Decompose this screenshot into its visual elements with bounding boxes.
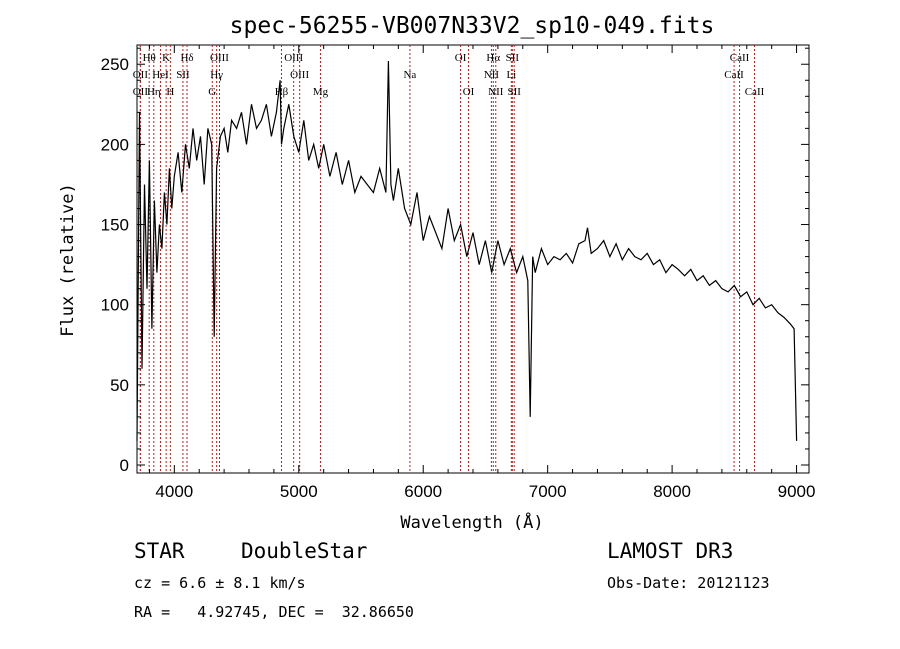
line-label-25: NII: [488, 86, 504, 98]
y-axis-ticks: 0 50 100 150 200 250: [101, 47, 809, 475]
redshift-cz: cz = 6.6 ± 8.1 km/s: [134, 574, 306, 592]
spectrum-line: [136, 60, 798, 441]
line-label-7: SII: [506, 52, 520, 64]
x-axis-ticks: 4000 5000 6000 7000 8000 9000: [148, 45, 816, 501]
line-label-14: Na: [403, 69, 416, 81]
line-label-8: CaII: [730, 52, 750, 64]
x-axis-label: Wavelength (Å): [400, 511, 543, 533]
line-label-5: OI: [455, 52, 467, 64]
line-label-18: OII: [133, 86, 149, 98]
x-tick-label-3: 7000: [529, 482, 567, 501]
line-label-0: Hθ: [143, 52, 156, 64]
y-axis-label: Flux (relative): [58, 183, 78, 337]
x-tick-label-1: 5000: [280, 482, 318, 501]
observation-date: Obs-Date: 20121123: [607, 574, 770, 592]
y-tick-label-5: 250: [101, 55, 129, 74]
line-label-23: Mg: [313, 86, 329, 98]
line-label-6: Hα: [486, 52, 500, 64]
x-tick-label-5: 9000: [778, 482, 816, 501]
y-tick-label-3: 150: [101, 216, 129, 235]
object-class: STAR: [134, 539, 185, 563]
y-tick-label-0: 0: [120, 456, 129, 475]
plot-frame: [136, 44, 810, 474]
line-label-27: CaII: [745, 86, 765, 98]
line-label-2: Hδ: [180, 52, 193, 64]
line-label-1: K: [162, 52, 170, 64]
y-tick-label-2: 100: [101, 296, 129, 315]
line-label-4: OIII: [284, 52, 303, 64]
line-label-20: H: [166, 86, 174, 98]
line-label-17: CaII: [724, 69, 744, 81]
survey-name: LAMOST DR3: [607, 539, 734, 563]
ra-dec: RA = 4.92745, DEC = 32.86650: [134, 603, 414, 621]
line-label-19: Hη: [147, 86, 161, 98]
line-label-3: OIII: [210, 52, 229, 64]
line-label-11: SII: [176, 69, 190, 81]
line-label-15: NII: [484, 69, 500, 81]
x-tick-label-4: 8000: [653, 482, 691, 501]
line-label-9: OII: [133, 69, 149, 81]
line-label-26: SII: [507, 86, 521, 98]
spectral-line-markers: [139, 45, 755, 473]
line-label-10: HeI: [152, 69, 169, 81]
object-subclass: DoubleStar: [241, 539, 368, 563]
y-tick-label-1: 50: [110, 376, 129, 395]
line-label-13: OIII: [290, 69, 309, 81]
line-label-21: G: [208, 86, 216, 98]
line-label-22: Hβ: [275, 86, 289, 98]
y-tick-label-4: 200: [101, 135, 129, 154]
line-label-24: OI: [463, 86, 475, 98]
line-label-16: Li: [506, 69, 516, 81]
spectral-line-labels: Hθ K Hδ OIII OIII OI Hα SII CaII OII HeI SII Hγ OIII N…: [133, 52, 765, 98]
chart-title: spec-56255-VB007N33V2_sp10-049.fits: [230, 13, 715, 39]
x-tick-label-0: 4000: [155, 482, 193, 501]
x-tick-label-2: 6000: [404, 482, 442, 501]
line-label-12: Hγ: [210, 69, 223, 81]
